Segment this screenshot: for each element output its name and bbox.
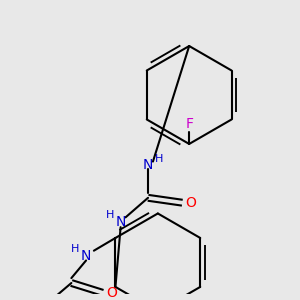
Text: H: H — [106, 210, 114, 220]
Text: N: N — [81, 249, 91, 262]
Text: H: H — [154, 154, 163, 164]
Text: O: O — [186, 196, 196, 210]
Text: N: N — [116, 215, 126, 229]
Text: F: F — [185, 117, 193, 131]
Text: O: O — [106, 286, 117, 300]
Text: H: H — [71, 244, 80, 254]
Text: N: N — [143, 158, 153, 172]
